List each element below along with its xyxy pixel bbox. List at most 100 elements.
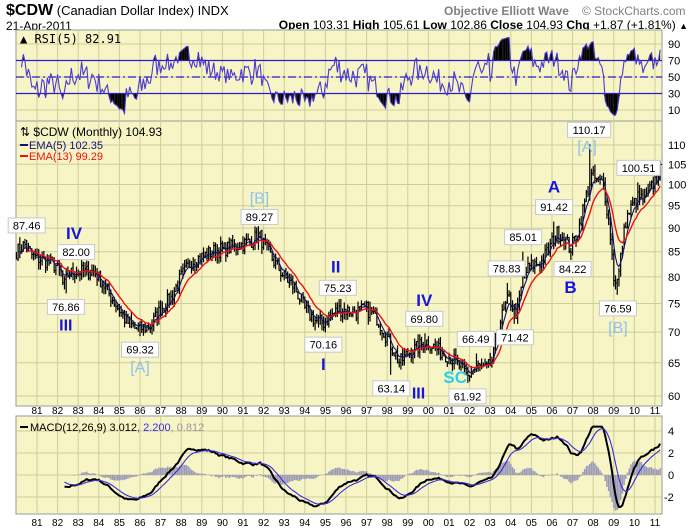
annotation-label: 76.86 xyxy=(52,302,80,314)
x-tick-label: 94 xyxy=(299,518,311,529)
rsi-extreme-fill xyxy=(382,93,384,106)
rsi-extreme-fill xyxy=(383,93,386,109)
price-tick-label: 60 xyxy=(668,391,680,403)
x-tick-label: 82 xyxy=(52,518,64,529)
x-tick-label: 96 xyxy=(340,518,352,529)
x-tick-label: 81 xyxy=(31,518,43,529)
annotation-label: 75.23 xyxy=(324,283,352,295)
price-annotation: 69.80 xyxy=(405,310,444,327)
annotation-box xyxy=(616,159,661,176)
price-annotation: 61.92 xyxy=(448,388,487,405)
x-tick-label: 98 xyxy=(382,518,394,529)
copyright: © StockCharts.com xyxy=(582,4,686,18)
annotation-label: 76.59 xyxy=(604,303,632,315)
x-tick-label: 03 xyxy=(485,518,497,529)
rsi-extreme-fill xyxy=(117,93,120,109)
price-annotation: 110.17 xyxy=(566,121,612,138)
x-tick-label: 06 xyxy=(546,518,558,529)
rsi-extreme-fill xyxy=(630,50,633,61)
x-tick-label: 85 xyxy=(114,406,126,417)
x-tick-label: 89 xyxy=(196,406,208,417)
rsi-extreme-fill xyxy=(280,93,283,105)
price-tick-label: 95 xyxy=(668,201,680,213)
x-tick-label: 92 xyxy=(258,406,270,417)
x-tick-label: 10 xyxy=(629,518,641,529)
annotation-label: 84.22 xyxy=(559,264,587,276)
wave-label: II xyxy=(331,257,340,276)
wave-label: III xyxy=(59,317,72,334)
price-annotation: 76.59 xyxy=(598,300,637,317)
x-tick-label: 01 xyxy=(443,406,455,417)
x-tick-label: 93 xyxy=(279,518,291,529)
price-annotation: 78.83 xyxy=(487,260,526,277)
x-tick-label: 82 xyxy=(52,406,64,417)
annotation-box xyxy=(240,208,279,225)
x-tick-label: 95 xyxy=(320,406,332,417)
rsi-extreme-fill xyxy=(610,93,613,114)
rsi-line xyxy=(20,37,661,116)
annotation-box xyxy=(121,341,159,358)
x-tick-label: 04 xyxy=(505,406,517,417)
security-name: (Canadian Dollar Index) xyxy=(56,3,195,18)
rsi-extreme-fill xyxy=(119,93,122,109)
rsi-extreme-fill xyxy=(612,93,614,116)
price-tick-label: 105 xyxy=(668,159,686,171)
annotation-box xyxy=(7,217,46,234)
macd-tick-label: -2 xyxy=(664,492,674,504)
annotation-box xyxy=(535,199,574,216)
x-tick-label: 00 xyxy=(423,518,435,529)
rsi-extreme-fill xyxy=(584,43,587,61)
rsi-extreme-fill xyxy=(522,50,525,61)
rsi-extreme-fill xyxy=(495,46,498,61)
x-tick-label: 94 xyxy=(299,406,311,417)
rsi-extreme-fill xyxy=(505,37,508,61)
x-tick-label: 84 xyxy=(93,518,105,529)
x-tick-label: 90 xyxy=(217,518,229,529)
x-tick-label: 97 xyxy=(361,406,373,417)
ema-legend: EMA(5) 102.35 xyxy=(29,140,103,152)
rsi-tick-label: 50 xyxy=(668,72,680,84)
price-legend: ⇅ $CDW (Monthly) 104.93 xyxy=(20,125,162,139)
annotation-box xyxy=(304,336,343,353)
annotation-box xyxy=(318,279,357,296)
x-tick-label: 08 xyxy=(588,518,600,529)
x-tick-label: 91 xyxy=(237,518,249,529)
macd-tick-label: 2 xyxy=(668,448,674,460)
x-tick-label: 88 xyxy=(176,518,188,529)
rsi-extreme-fill xyxy=(272,93,274,103)
annotation-label: 82.00 xyxy=(62,247,90,259)
rsi-extreme-fill xyxy=(613,93,616,116)
ema-13-line xyxy=(26,185,661,369)
x-tick-label: 01 xyxy=(443,518,455,529)
price-tick-label: 100 xyxy=(668,179,686,191)
panel-rsi xyxy=(15,29,663,122)
wave-label: SC xyxy=(443,368,467,387)
x-tick-label: 81 xyxy=(31,406,43,417)
ema-5-line xyxy=(19,175,661,374)
rsi-extreme-fill xyxy=(296,93,298,105)
low-value: 102.86 xyxy=(450,18,487,32)
annotation-label: 78.83 xyxy=(493,263,521,275)
annotation-box xyxy=(566,121,612,138)
x-tick-label: 98 xyxy=(382,406,394,417)
chg-value: +1.87 (+1.81%) xyxy=(593,18,676,32)
rsi-extreme-fill xyxy=(500,39,503,61)
x-tick-label: 87 xyxy=(155,518,167,529)
rsi-tick-label: 70 xyxy=(668,56,680,68)
annotation-box xyxy=(405,310,444,327)
annotation-label: 69.32 xyxy=(126,345,154,357)
annotation-box xyxy=(495,329,534,346)
rsi-extreme-fill xyxy=(392,93,395,106)
wave-label: [A] xyxy=(577,139,597,156)
annotation-box xyxy=(372,380,411,397)
x-tick-label: 83 xyxy=(73,406,85,417)
price-tick-label: 80 xyxy=(668,272,680,284)
rsi-extreme-fill xyxy=(134,93,137,100)
macd-signal-line xyxy=(64,428,661,505)
annotation-box xyxy=(598,300,637,317)
price-tick-label: 110 xyxy=(668,140,686,152)
x-tick-label: 95 xyxy=(320,518,332,529)
macd-legend-part: , 2.200 xyxy=(137,422,171,434)
x-tick-label: 97 xyxy=(361,518,373,529)
annotation-box xyxy=(456,330,495,347)
